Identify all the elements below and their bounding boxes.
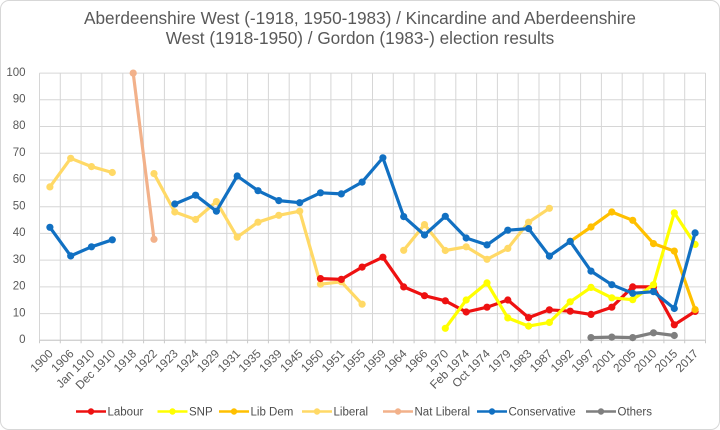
svg-text:30: 30 xyxy=(13,254,26,266)
svg-text:90: 90 xyxy=(13,94,26,106)
svg-text:50: 50 xyxy=(13,200,26,212)
svg-text:2017: 2017 xyxy=(673,347,701,375)
svg-text:SNP: SNP xyxy=(189,407,213,419)
svg-text:Liberal: Liberal xyxy=(334,407,369,419)
svg-text:100: 100 xyxy=(6,67,25,79)
svg-text:Others: Others xyxy=(618,407,653,419)
svg-text:70: 70 xyxy=(13,147,26,159)
svg-text:40: 40 xyxy=(13,227,26,239)
svg-text:0: 0 xyxy=(19,334,25,346)
svg-text:10: 10 xyxy=(13,307,26,319)
svg-text:Nat Liberal: Nat Liberal xyxy=(415,407,471,419)
svg-text:Lib Dem: Lib Dem xyxy=(251,407,294,419)
svg-text:20: 20 xyxy=(13,281,26,293)
svg-text:Labour: Labour xyxy=(108,407,144,419)
svg-text:Conservative: Conservative xyxy=(509,407,576,419)
svg-text:60: 60 xyxy=(13,174,26,186)
svg-text:80: 80 xyxy=(13,120,26,132)
